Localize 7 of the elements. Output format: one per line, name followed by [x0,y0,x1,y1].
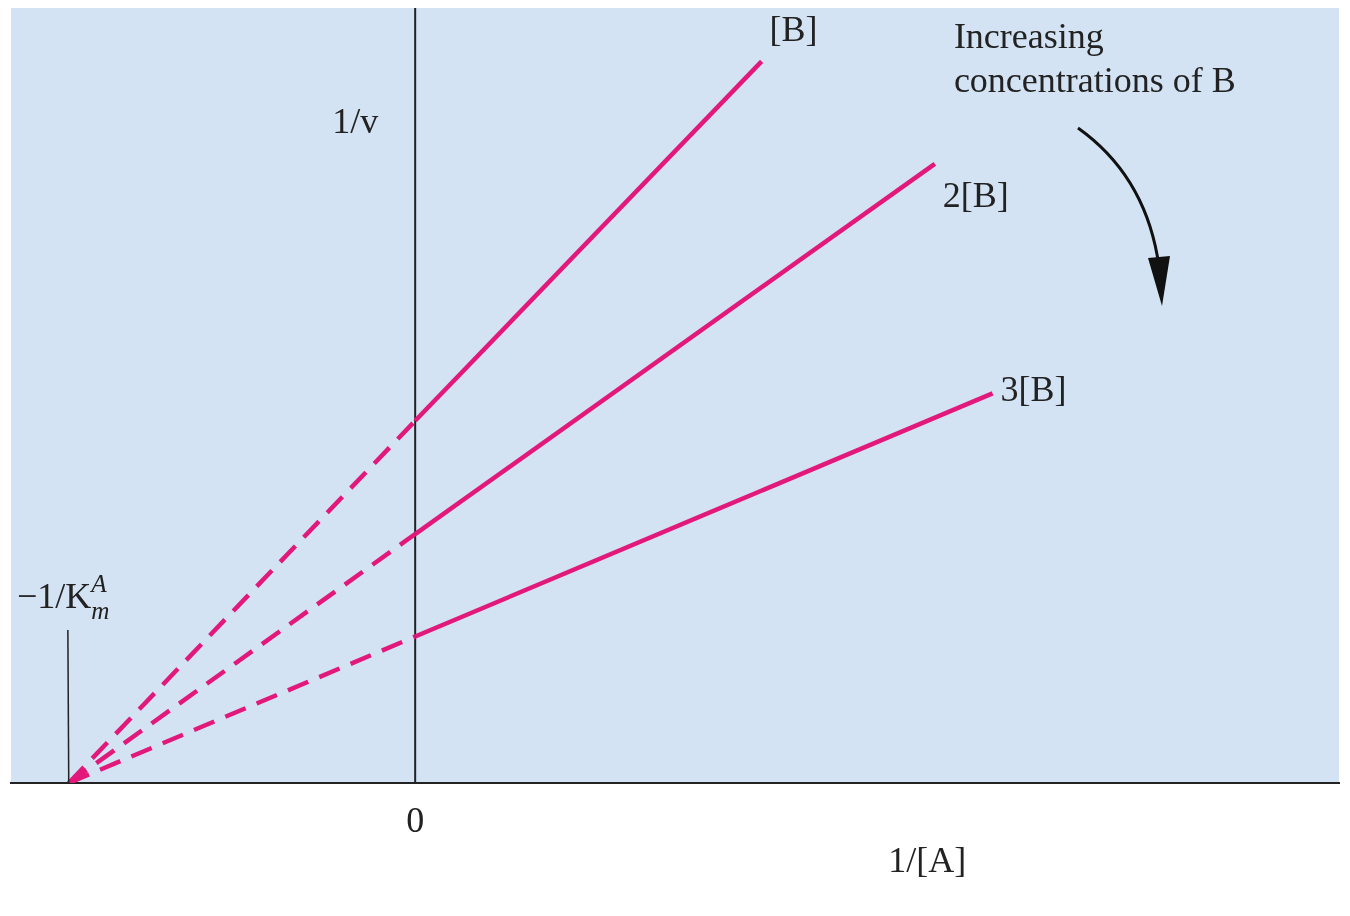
y-axis-title: 1/v [332,101,379,142]
series-label: 2[B] [942,175,1009,216]
text: 0 [406,800,425,841]
x-axis-title: 1/[A] [888,840,967,881]
series-label: 3[B] [1000,368,1067,409]
series-label: [B] [769,8,818,49]
annotation: Increasing concentrations of B [953,16,1236,100]
